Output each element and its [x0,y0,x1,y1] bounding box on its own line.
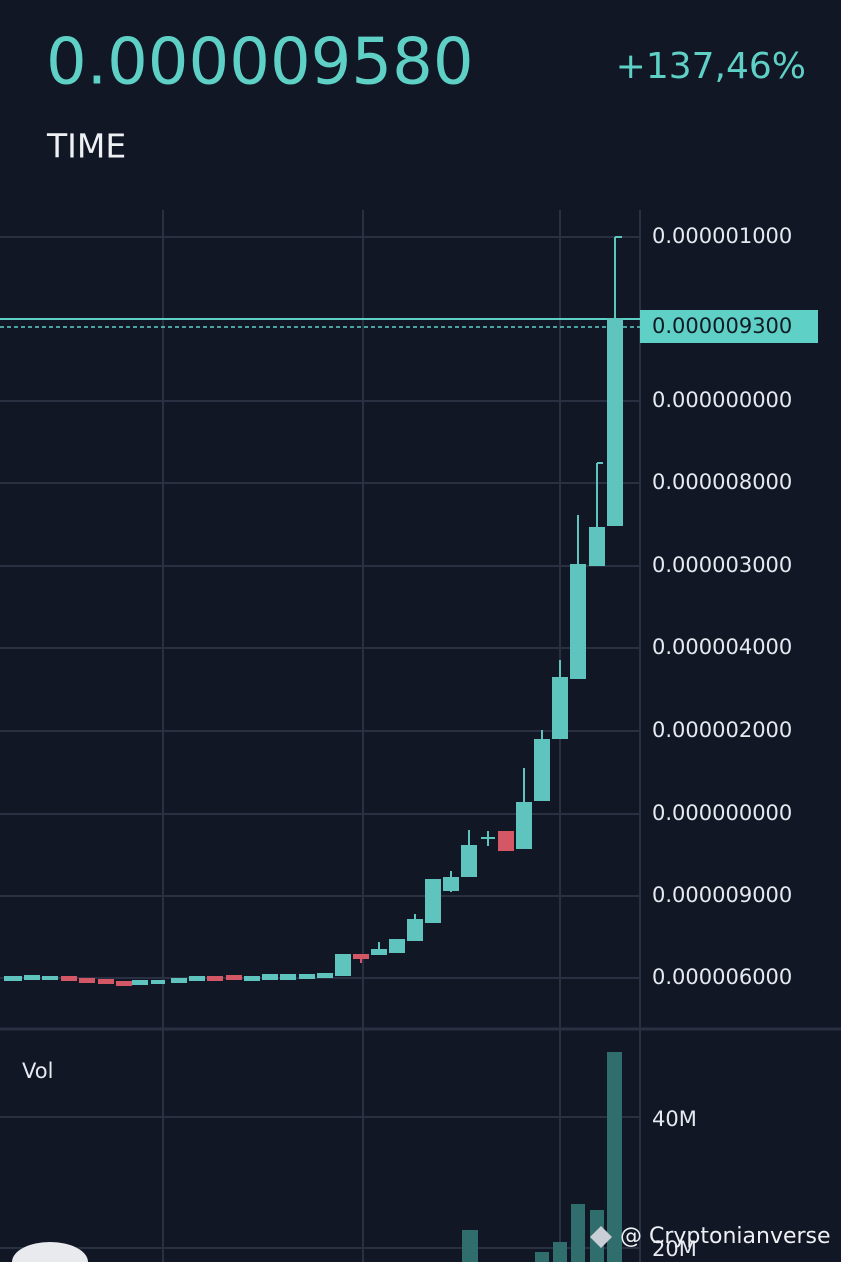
price-axis-label: 0.000004000 [652,635,792,659]
candles [4,236,623,985]
change: +137,46% [616,46,806,87]
price-axis-label: 0.000001000 [652,224,792,248]
price-axis: 0.000001000 0.000000000 0.000008000 0.00000… [652,224,792,989]
candles-down [61,831,514,986]
price-axis-label: 0.000000000 [652,388,792,412]
avatar [12,1242,88,1262]
grid [0,210,841,1262]
price-axis-label: 0.000002000 [652,718,792,742]
price-axis-label: 0.000003000 [652,553,792,577]
volume-axis-label: 20M [652,1237,697,1261]
current-price: 0.000009300 [652,314,792,338]
current-price-box [640,310,818,343]
price-axis-label: 0.000006000 [652,965,792,989]
watermark: @ Cryptonianverse [620,1224,831,1249]
volume-label: Vol [22,1059,53,1083]
volume-bars [462,1052,622,1262]
price-axis-label: 0.000009000 [652,883,792,907]
price: 0.000009580 [46,26,474,100]
time-label[interactable]: TIME [46,127,126,166]
volume-axis-label: 40M [652,1107,697,1131]
price-axis-label: 0.000000000 [652,801,792,825]
price-axis-label: 0.000008000 [652,470,792,494]
watermark-logo [590,1226,612,1248]
